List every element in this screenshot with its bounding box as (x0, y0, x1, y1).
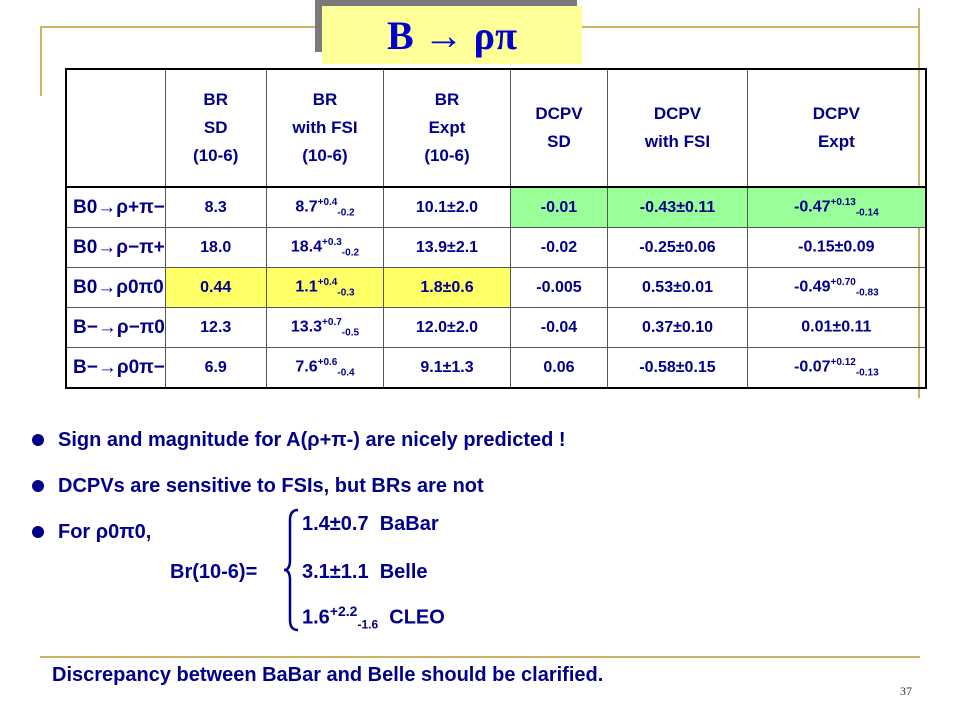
dcpv-fsi-cell: -0.58±0.15 (607, 347, 748, 389)
dcpv-sd-cell: -0.005 (509, 267, 609, 308)
br-fsi-cell: 18.4+0.3-0.2 (265, 227, 385, 268)
br-sd-cell: 6.9 (164, 347, 267, 389)
br-fsi-cell: 8.7+0.4-0.2 (265, 186, 385, 228)
experiment-line-babar: 1.4±0.7 BaBar (302, 513, 439, 535)
header-br-sd: BR SD (10-6) (164, 68, 267, 188)
footer-note: Discrepancy between BaBar and Belle shou… (52, 664, 604, 686)
dcpv-expt-cell: -0.49+0.70-0.83 (746, 267, 927, 308)
dcpv-expt-cell: -0.07+0.12-0.13 (746, 347, 927, 389)
table-row: B0→ρ+π− 8.3 8.7+0.4-0.2 10.1±2.0 -0.01 -… (65, 186, 927, 228)
dcpv-expt-cell: -0.47+0.13-0.14 (746, 186, 927, 228)
br-expt-cell: 9.1±1.3 (383, 347, 511, 389)
curly-brace-icon (283, 508, 299, 632)
dcpv-expt-cell: -0.15±0.09 (746, 227, 927, 268)
br-fsi-cell: 13.3+0.7-0.5 (265, 307, 385, 348)
table-row: B0→ρ0π0 0.44 1.1+0.4-0.3 1.8±0.6 -0.005 … (65, 267, 927, 308)
bullet-item: For ρ0π0, (30, 516, 566, 562)
header-dcpv-expt: DCPV Expt (746, 68, 927, 188)
dcpv-sd-cell: 0.06 (509, 347, 609, 389)
dcpv-expt-cell: 0.01±0.11 (746, 307, 927, 348)
dcpv-sd-cell: -0.01 (509, 186, 609, 228)
br-sd-cell: 8.3 (164, 186, 267, 228)
br-expt-cell: 13.9±2.1 (383, 227, 511, 268)
br-sd-cell: 12.3 (164, 307, 267, 348)
process-label: B0→ρ0π0 (65, 267, 166, 308)
br-fsi-cell: 7.6+0.6-0.4 (265, 347, 385, 389)
br-expt-cell: 1.8±0.6 (383, 267, 511, 308)
br-fsi-cell: 1.1+0.4-0.3 (265, 267, 385, 308)
dcpv-fsi-cell: -0.43±0.11 (607, 186, 748, 228)
header-br-expt: BR Expt (10-6) (383, 68, 511, 188)
decor-line-left (40, 26, 42, 96)
slide-title: B → ρπ (322, 6, 582, 64)
bullet-dot-icon (32, 480, 44, 492)
bullet-dot-icon (32, 526, 44, 538)
header-dcpv-fsi: DCPV with FSI (607, 68, 748, 188)
header-br-fsi: BR with FSI (10-6) (265, 68, 385, 188)
process-label: B−→ρ0π− (65, 347, 166, 389)
bullet-list: Sign and magnitude for A(ρ+π-) are nicel… (30, 424, 566, 562)
bullet-item: Sign and magnitude for A(ρ+π-) are nicel… (30, 424, 566, 470)
bullet-item: DCPVs are sensitive to FSIs, but BRs are… (30, 470, 566, 516)
br-expt-cell: 12.0±2.0 (383, 307, 511, 348)
decor-line-bottom (40, 656, 920, 658)
br-sd-cell: 18.0 (164, 227, 267, 268)
process-label: B−→ρ−π0 (65, 307, 166, 348)
slide-number: 37 (900, 684, 912, 698)
dcpv-sd-cell: -0.04 (509, 307, 609, 348)
experiment-line-belle: 3.1±1.1 Belle (302, 561, 428, 583)
br-expt-cell: 10.1±2.0 (383, 186, 511, 228)
header-dcpv-sd: DCPV SD (509, 68, 609, 188)
header-corner (65, 68, 166, 188)
table-row: B−→ρ−π0 12.3 13.3+0.7-0.5 12.0±2.0 -0.04… (65, 307, 927, 348)
dcpv-sd-cell: -0.02 (509, 227, 609, 268)
dcpv-fsi-cell: 0.53±0.01 (607, 267, 748, 308)
bullet-dot-icon (32, 434, 44, 446)
dcpv-fsi-cell: 0.37±0.10 (607, 307, 748, 348)
br-sd-cell: 0.44 (164, 267, 267, 308)
table-row: B0→ρ−π+ 18.0 18.4+0.3-0.2 13.9±2.1 -0.02… (65, 227, 927, 268)
results-table: BR SD (10-6) BR with FSI (10-6) BR Expt (10-6)… (65, 68, 927, 389)
table-header-row: BR SD (10-6) BR with FSI (10-6) BR Expt (10-6)… (65, 68, 927, 188)
table-row: B−→ρ0π− 6.9 7.6+0.6-0.4 9.1±1.3 0.06 -0.… (65, 347, 927, 389)
process-label: B0→ρ+π− (65, 186, 166, 228)
experiment-line-cleo: 1.6+2.2-1.6 CLEO (302, 603, 445, 632)
dcpv-fsi-cell: -0.25±0.06 (607, 227, 748, 268)
br-label: Br(10-6)= (170, 561, 258, 583)
process-label: B0→ρ−π+ (65, 227, 166, 268)
